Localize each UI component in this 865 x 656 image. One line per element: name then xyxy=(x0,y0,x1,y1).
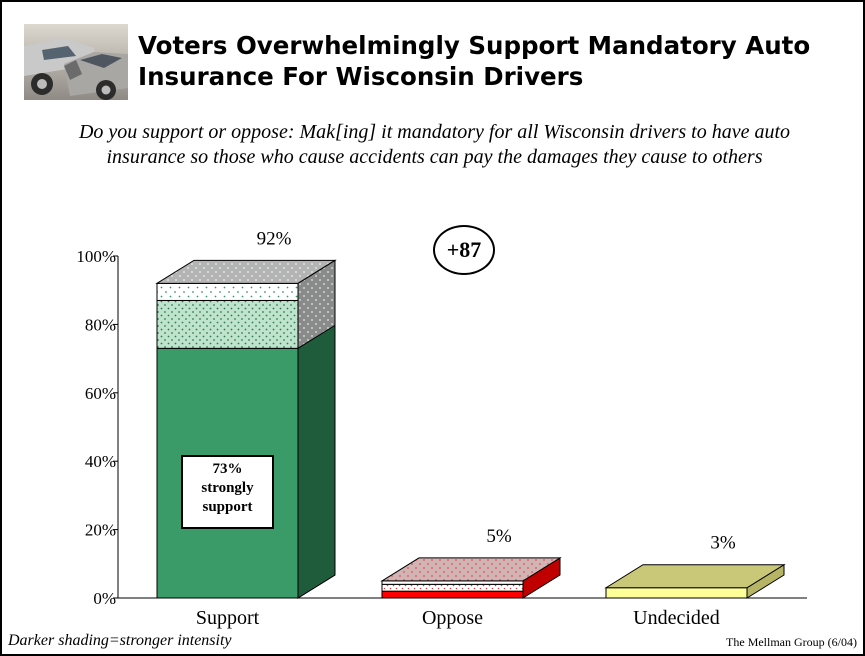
bar-top-undecided xyxy=(604,564,786,589)
y-tick-label: 80% xyxy=(85,315,116,334)
bar-segment-undecided-undecided xyxy=(605,587,748,599)
bar-top-oppose xyxy=(380,557,562,582)
y-tick-label: 0% xyxy=(93,589,116,608)
category-label-undecided: Undecided xyxy=(633,607,720,629)
category-label-support: Support xyxy=(196,607,260,629)
y-tick-label: 60% xyxy=(85,384,116,403)
survey-question: Do you support or oppose: Mak[ing] it ma… xyxy=(78,121,791,168)
bar-side-strong-support xyxy=(297,324,336,599)
bars xyxy=(155,259,786,599)
total-label-oppose: 5% xyxy=(486,526,512,547)
car-crash-image xyxy=(24,24,128,100)
callout-percent: 73% xyxy=(212,461,243,477)
bar-segment-oppose-strongly xyxy=(381,590,524,599)
callout-line-2: strongly xyxy=(201,480,254,496)
y-tick-label: 20% xyxy=(85,521,116,540)
source-credit: The Mellman Group (6/04) xyxy=(726,635,857,649)
callout-line-3: support xyxy=(202,499,253,515)
bar-segment-oppose-lean xyxy=(381,580,524,585)
footnote: Darker shading=stronger intensity xyxy=(8,632,232,649)
bar-segment-support-somewhat xyxy=(156,299,299,349)
total-label-undecided: 3% xyxy=(710,533,736,554)
y-tick-label: 40% xyxy=(85,452,116,471)
net-margin-badge: +87 xyxy=(433,225,495,275)
bar-top-support xyxy=(155,259,337,284)
slide-title: Voters Overwhelmingly Support Mandatory … xyxy=(138,31,811,91)
y-tick-label: 100% xyxy=(76,247,116,266)
bar-segment-oppose-somewhat xyxy=(381,583,524,592)
car-crash-photo xyxy=(24,24,128,100)
bar-segment-support-lean xyxy=(156,282,299,301)
strongly-support-callout: 73% strongly support xyxy=(181,455,274,529)
labels: 92% Support 5% Oppose 3% Undecided xyxy=(196,228,736,629)
total-label-support: 92% xyxy=(257,228,292,249)
category-label-oppose: Oppose xyxy=(422,607,483,629)
